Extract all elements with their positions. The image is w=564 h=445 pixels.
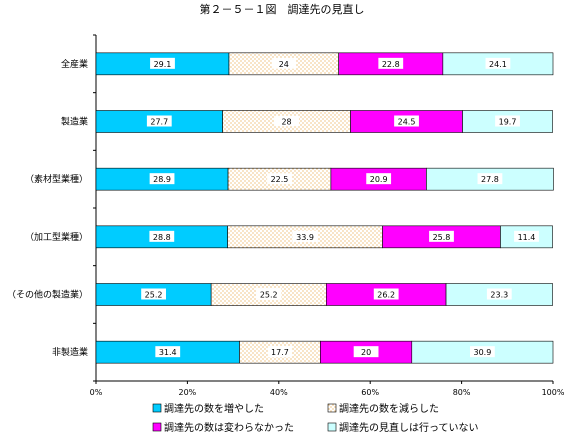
legend-label: 調達先の数を増やした (164, 402, 264, 415)
chart-title: 第２－５－１図 調達先の見直し (200, 2, 365, 16)
data-label-bg (469, 346, 495, 358)
data-label-bg (267, 346, 293, 358)
legend-swatch (152, 403, 162, 413)
data-label-bg (274, 115, 299, 127)
x-tick-label: 80% (453, 388, 471, 397)
category-label: 非製造業 (52, 346, 88, 358)
data-label: 30.9 (473, 348, 491, 357)
data-label: 28.9 (153, 175, 171, 184)
category-label: 製造業 (61, 116, 88, 128)
data-label-bg (477, 173, 503, 185)
data-label-bg (149, 173, 175, 185)
legend-swatch (327, 422, 337, 432)
legend-swatch (152, 422, 162, 432)
data-label: 11.4 (518, 233, 536, 242)
data-label: 27.8 (481, 175, 499, 184)
legend-label: 調達先の見直しは行っていない (339, 421, 479, 434)
data-label-bg (514, 230, 539, 242)
data-label: 33.9 (296, 233, 314, 242)
data-label: 25.8 (433, 233, 451, 242)
data-label: 24.1 (489, 60, 507, 69)
data-label-bg (271, 57, 297, 69)
data-label: 22.5 (271, 175, 289, 184)
data-label: 27.7 (150, 118, 168, 127)
data-label: 20.9 (370, 175, 388, 184)
data-label: 22.8 (382, 60, 400, 69)
data-label: 31.4 (159, 348, 177, 357)
data-label: 28 (281, 118, 291, 127)
category-label: 全産業 (61, 58, 88, 70)
legend-swatch (327, 403, 337, 413)
category-label: （素材型業種） (25, 173, 88, 185)
x-tick-label: 0% (90, 388, 103, 397)
data-label-bg (256, 288, 282, 300)
data-label-bg (429, 230, 454, 242)
data-label: 17.7 (271, 348, 289, 357)
plot-area: 0% 20% 40% 60% 80% 100% 全産業 29.1 24 22.8 24.1 製造業 27… (7, 34, 564, 397)
data-label: 28.8 (153, 233, 171, 242)
data-label: 25.2 (260, 291, 278, 300)
data-label: 20 (361, 348, 371, 357)
data-label-bg (155, 346, 181, 358)
data-label-bg (485, 57, 511, 69)
legend-label: 調達先の数は変わらなかった (164, 421, 294, 434)
data-label: 19.7 (499, 118, 517, 127)
data-label-bg (149, 230, 175, 242)
data-label-bg (150, 57, 175, 69)
x-tick-label: 20% (179, 388, 197, 397)
category-label: （加工型業種） (25, 231, 88, 243)
data-label: 24 (279, 60, 289, 69)
data-label: 29.1 (154, 60, 172, 69)
data-label: 23.3 (490, 291, 508, 300)
data-label: 24.5 (398, 118, 416, 127)
data-label-bg (267, 173, 292, 185)
data-label-bg (292, 230, 318, 242)
data-label-bg (141, 288, 166, 300)
data-label-bg (378, 57, 404, 69)
data-label-bg (486, 288, 512, 300)
data-label-bg (394, 115, 419, 127)
category-label: （その他の製造業） (7, 289, 88, 301)
data-label-bg (353, 346, 379, 358)
data-label-bg (495, 115, 520, 127)
legend-label: 調達先の数を減らした (339, 402, 439, 415)
x-tick-label: 100% (542, 388, 564, 397)
data-label-bg (366, 173, 392, 185)
data-label: 25.2 (145, 291, 163, 300)
x-tick-label: 60% (361, 388, 379, 397)
data-label-bg (373, 288, 399, 300)
data-label: 26.2 (377, 291, 395, 300)
x-tick-label: 40% (270, 388, 288, 397)
data-label-bg (146, 115, 172, 127)
